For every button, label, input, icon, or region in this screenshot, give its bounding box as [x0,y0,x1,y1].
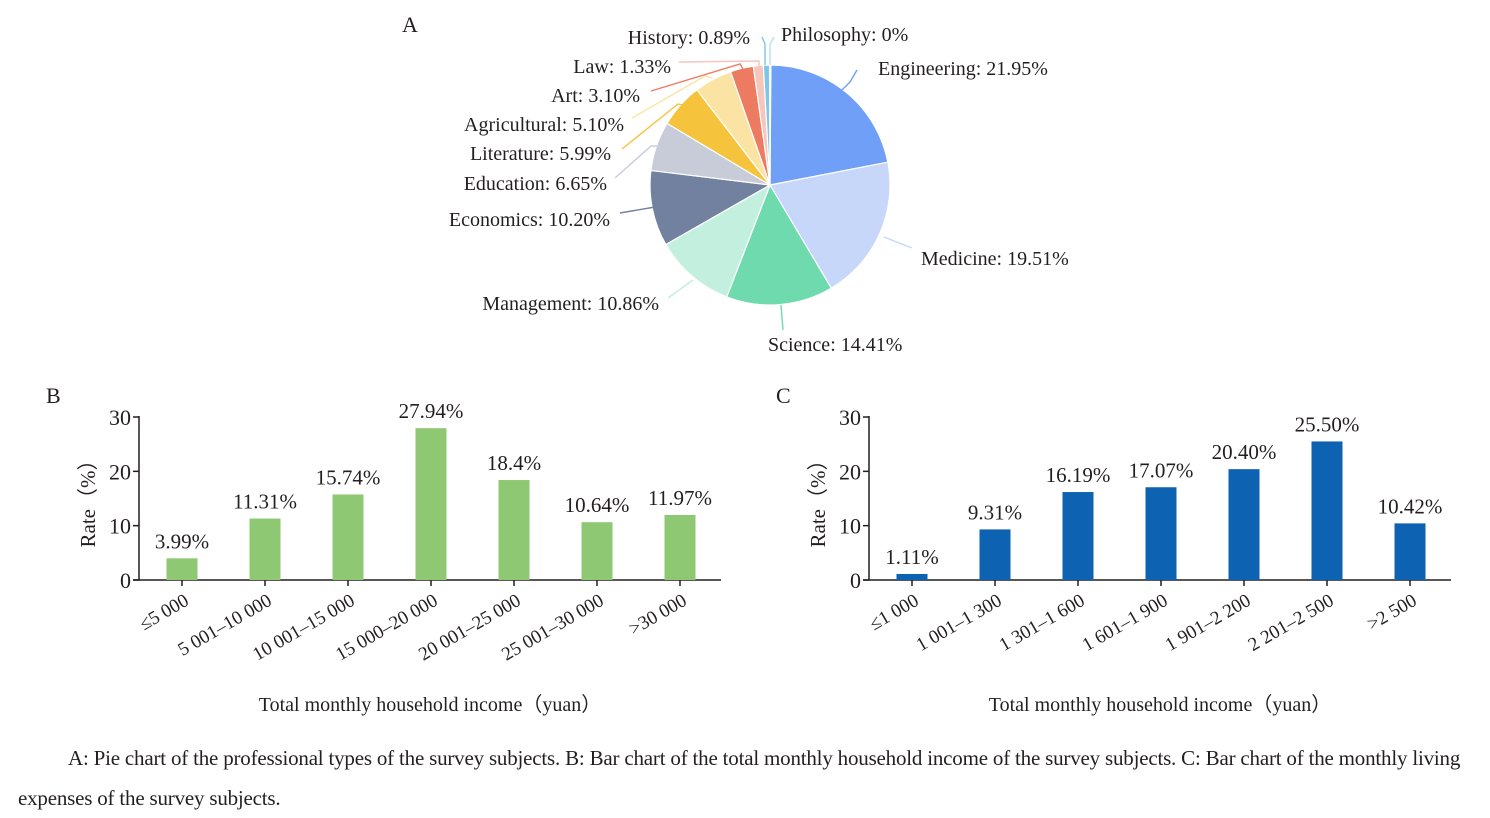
bar [166,558,198,580]
pie-slice-engineering [769,64,889,186]
pie-label-history: History: 0.89% [628,27,750,49]
leader-line-literature [621,103,684,150]
pie-label-agricultural: Agricultural: 5.10% [464,114,624,136]
x-tick-label: >2 500 [1364,590,1421,635]
leader-line-agricultural [631,75,713,119]
bar-value-label: 20.40% [1212,440,1277,464]
pie-label-economics: Economics: 10.20% [449,209,610,231]
pie-slice-science [725,183,833,306]
pie-slice-philosophy [768,64,772,186]
bar [249,518,281,580]
leader-line-engineering [839,69,858,93]
y-tick-label: 20 [109,459,131,484]
bar-value-label: 25.50% [1295,412,1360,436]
bar [498,480,530,580]
y-axis-title: Rate（%） [76,450,100,548]
pie-label-science: Science: 14.41% [768,334,902,356]
bar-chart-c: 0 10 20 30 Rate（%） 1.11% ≤1 000 9.31% 1 001–1 30… [806,405,1451,716]
leader-line-law [678,60,760,67]
bar-value-label: 3.99% [155,529,209,553]
pie-label-medicine: Medicine: 19.51% [921,248,1069,270]
pie-label-art: Art: 3.10% [551,85,640,107]
pie-label-law: Law: 1.33% [573,56,671,78]
bar-value-label: 1.11% [885,545,938,569]
bar-value-label: 27.94% [399,399,464,423]
pie-label-literature: Literature: 5.99% [470,143,611,165]
bar [1228,469,1260,580]
bar-value-label: 11.97% [648,486,712,510]
x-tick-label: 2 201–2 500 [1245,590,1338,656]
x-tick-label: 1 901–2 200 [1162,590,1255,656]
x-tick-label: >30 000 [625,590,690,640]
panel-label-a: A [402,12,418,37]
y-tick-label: 10 [109,514,131,539]
leader-line-economics [619,206,656,214]
bar-value-label: 16.19% [1046,463,1111,487]
bar [1062,492,1094,580]
panel-label-b: B [46,383,61,408]
bar-value-label: 10.64% [565,493,630,517]
x-tick-label: ≤5 000 [136,590,193,635]
bar [1145,487,1177,580]
x-tick-label: ≤1 000 [866,590,923,635]
leader-line-history [761,36,766,65]
bar-value-label: 15.74% [316,465,381,489]
leader-line-education [614,145,657,179]
pie-label-engineering: Engineering: 21.95% [878,58,1048,80]
y-tick-label: 20 [839,459,861,484]
pie-label-management: Management: 10.86% [482,293,659,315]
bar-value-label: 11.31% [233,490,297,514]
bar-value-label: 9.31% [968,500,1022,524]
leader-line-art [650,63,744,92]
y-axis-title: Rate（%） [806,450,830,548]
bar [415,428,447,580]
bar [1394,523,1426,580]
y-tick-label: 10 [839,514,861,539]
bar-value-label: 18.4% [487,451,541,475]
x-tick-label: 1 601–1 900 [1079,590,1172,656]
x-axis-title: Total monthly household income（yuan） [259,693,601,716]
pie-chart: Engineering: 21.95% Medicine: 19.51% Scien… [449,24,1069,356]
bar [1311,441,1343,580]
pie-slice-economics [649,169,772,246]
bar [664,514,696,580]
y-tick-label: 0 [850,568,861,593]
leader-line-management [667,279,694,299]
x-tick-label: 1 301–1 600 [996,590,1089,656]
bar [896,573,928,580]
pie-slice-medicine [769,161,891,289]
figure-caption: A: Pie chart of the professional types o… [18,746,1461,810]
x-axis-title: Total monthly household income（yuan） [989,693,1331,716]
y-tick-label: 30 [839,405,861,430]
bar [979,529,1011,580]
leader-line-science [780,304,784,331]
bar-value-label: 10.42% [1378,494,1443,518]
pie-label-philosophy: Philosophy: 0% [781,24,908,46]
leader-line-philosophy [769,36,775,65]
pie-slice-management [664,183,772,298]
y-tick-label: 30 [109,405,131,430]
bar [581,522,613,580]
bar-value-label: 17.07% [1129,458,1194,482]
leader-line-medicine [883,236,913,249]
panel-label-c: C [776,383,791,408]
y-tick-label: 0 [120,568,131,593]
bar [332,494,364,580]
pie-label-education: Education: 6.65% [464,173,607,195]
x-tick-label: 1 001–1 300 [913,590,1006,656]
